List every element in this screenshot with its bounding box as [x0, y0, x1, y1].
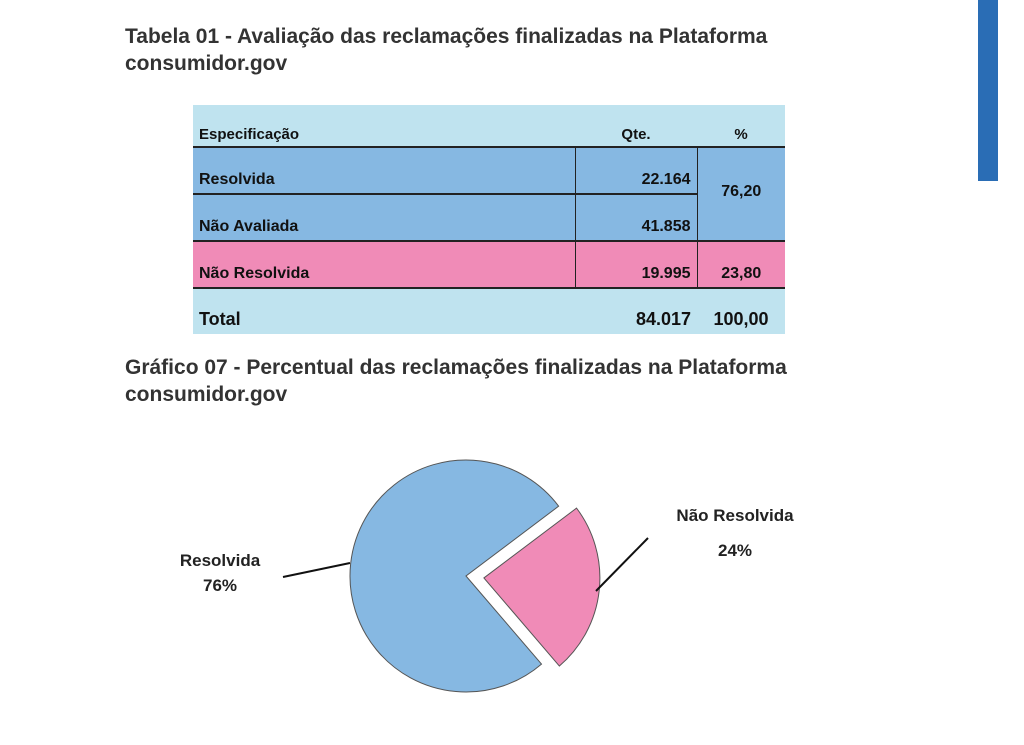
label-nao-resolvida: Não Resolvida 24%	[655, 503, 815, 563]
merged-pct: 76,20	[696, 146, 785, 241]
label-nao-resolvida-name: Não Resolvida	[676, 506, 794, 525]
table-row: Não Avaliada 41.858	[193, 193, 785, 241]
header-spec: Especificação	[193, 105, 575, 147]
table-title: Tabela 01 - Avaliação das reclamações fi…	[125, 25, 768, 75]
pie-slice-n-o-resolvida	[483, 507, 601, 667]
total-pct: 100,00	[697, 287, 785, 334]
table-header-row: Especificação Qte. %	[193, 105, 785, 147]
row-qte: 22.164	[574, 146, 697, 194]
header-qte: Qte.	[575, 105, 697, 147]
table-row: Não Resolvida 19.995 23,80	[193, 240, 785, 288]
label-resolvida-name: Resolvida	[179, 551, 261, 570]
pie-slice-resolvida	[349, 459, 560, 693]
evaluation-table: Especificação Qte. % Resolvida 22.164 76…	[193, 105, 785, 334]
row-qte: 41.858	[574, 193, 697, 241]
side-accent-bar	[978, 0, 998, 181]
row-label: Não Resolvida	[193, 240, 575, 288]
row-qte: 19.995	[574, 240, 697, 288]
label-resolvida-value: 76%	[202, 576, 238, 595]
total-qte: 84.017	[575, 287, 697, 334]
leader-line-resolvida	[282, 562, 351, 578]
leader-line-nao-resolvida	[595, 537, 649, 592]
header-pct: %	[697, 105, 785, 147]
label-nao-resolvida-value: 24%	[717, 541, 753, 560]
table-row: Resolvida 22.164 76,20	[193, 146, 785, 241]
row-label: Não Avaliada	[193, 193, 575, 241]
table-total-row: Total 84.017 100,00	[193, 287, 785, 334]
total-label: Total	[193, 287, 575, 334]
row-pct: 23,80	[696, 240, 785, 288]
row-label: Resolvida	[193, 146, 575, 194]
chart-title: Gráfico 07 - Percentual das reclamações …	[125, 356, 787, 406]
label-resolvida: Resolvida 76%	[165, 548, 275, 598]
